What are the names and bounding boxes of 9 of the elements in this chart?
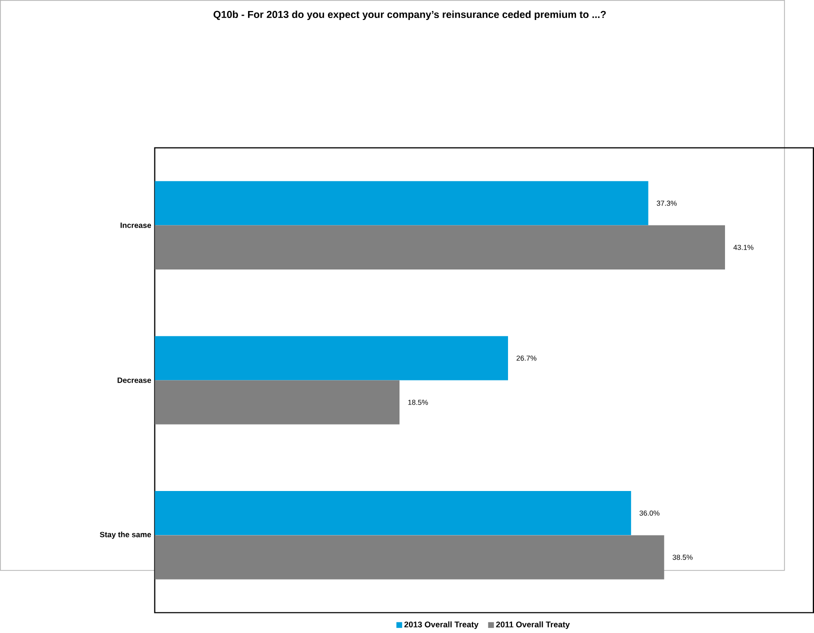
chart-title: Q10b - For 2013 do you expect your company’s reinsurance ceded premium to ...? (214, 10, 606, 20)
bar (154, 336, 508, 380)
bar (154, 491, 632, 536)
bar (154, 380, 400, 425)
bar (154, 535, 664, 580)
legend-label: 2013 Overall Treaty (404, 622, 478, 630)
legend-label: 2011 Overall Treaty (496, 622, 570, 630)
bar (154, 226, 726, 270)
bar (154, 181, 648, 226)
